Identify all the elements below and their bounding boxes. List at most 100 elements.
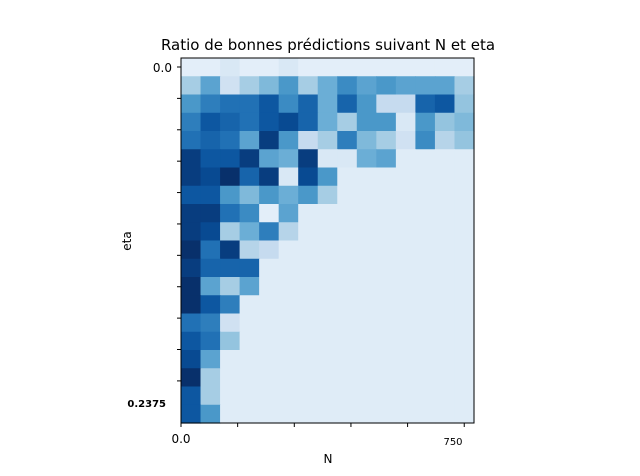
heatmap-cell [181,94,202,114]
heatmap-cell [220,313,241,333]
heatmap-cell [259,112,280,132]
heatmap-cell [395,295,416,315]
heatmap-cell [356,240,377,260]
heatmap-cell [278,222,299,242]
heatmap-cell [434,112,456,132]
heatmap-cell [259,331,280,351]
heatmap-cell [454,277,475,296]
heatmap-cell [278,94,299,114]
heatmap-cell [415,350,436,369]
heatmap-cell [434,149,456,169]
heatmap-cell [200,404,221,424]
heatmap-cell [434,185,456,205]
x-axis-ticks [180,423,465,427]
heatmap-cell [200,331,221,351]
heatmap-cell [454,404,475,424]
heatmap-cell [200,295,221,315]
heatmap-cell [239,58,260,77]
heatmap-cell [356,185,377,205]
heatmap-cell [200,240,221,260]
heatmap-cell [434,167,456,187]
heatmap-cell [181,331,202,351]
heatmap-cell [259,94,280,114]
heatmap-cell [278,131,299,150]
heatmap-cell [376,404,397,424]
heatmap-cell [278,185,299,205]
heatmap-cell [181,204,202,223]
heatmap-cell [200,76,221,96]
heatmap-cell [200,185,221,205]
heatmap-cell [356,94,377,114]
heatmap-cell [298,386,319,406]
heatmap-cell [317,386,338,406]
heatmap-cell [239,277,260,296]
heatmap-cell [376,350,397,369]
heatmap-cell [317,94,338,114]
heatmap-cell [317,368,338,388]
heatmap-cell [434,222,456,242]
heatmap-cell [278,295,299,315]
heatmap-cell [220,368,241,388]
heatmap-cell [454,112,475,132]
heatmap-cell [278,313,299,333]
heatmap-cell [200,58,221,77]
heatmap-cell [415,167,436,187]
heatmap-cell [434,58,456,77]
heatmap-cell [454,204,475,223]
heatmap-cell [200,149,221,169]
heatmap-cell [395,112,416,132]
heatmap-cell [356,76,377,96]
heatmap-cell [220,386,241,406]
heatmap-cell [317,313,338,333]
heatmap-cell [239,131,260,150]
heatmap-cell [239,76,260,96]
heatmap-cell [454,386,475,406]
heatmap-cell [415,240,436,260]
heatmap-cell [181,185,202,205]
heatmap-cell [220,149,241,169]
heatmap-cell [278,386,299,406]
heatmap-cell [220,112,241,132]
x-tick-label-end: 750 [443,437,462,448]
heatmap-cell [317,167,338,187]
heatmap-cell [395,331,416,351]
heatmap-cell [434,313,456,333]
heatmap-cell [356,313,377,333]
heatmap-cell [454,149,475,169]
heatmap-cell [454,331,475,351]
heatmap-cell [337,368,358,388]
heatmap-cell [220,240,241,260]
heatmap-cell [220,295,241,315]
heatmap-cell [317,331,338,351]
heatmap-cell [376,240,397,260]
heatmap-cell [317,240,338,260]
heatmap-cell [298,258,319,278]
heatmap-cell [298,167,319,187]
heatmap-cell [239,185,260,205]
heatmap-cell [220,404,241,424]
y-tick-label-top: 0.0 [153,61,172,75]
heatmap-cell [317,204,338,223]
heatmap-cell [317,295,338,315]
heatmap-cell [317,149,338,169]
heatmap-cell [356,368,377,388]
heatmap-cell [337,185,358,205]
heatmap-cell [200,277,221,296]
heatmap-cell [278,404,299,424]
heatmap-cell [376,131,397,150]
heatmap-cell [259,76,280,96]
heatmap-cell [337,386,358,406]
heatmap-cell [337,258,358,278]
heatmap-cell [259,295,280,315]
heatmap-cell [220,94,241,114]
heatmap-cell [298,131,319,150]
heatmap-cell [200,350,221,369]
heatmap-cell [239,149,260,169]
heatmap-cell [278,350,299,369]
heatmap-cell [220,76,241,96]
heatmap-cell [200,386,221,406]
heatmap-cell [239,204,260,223]
x-tick-label-start: 0.0 [171,432,190,446]
heatmap-cell [298,240,319,260]
heatmap-cell [337,295,358,315]
